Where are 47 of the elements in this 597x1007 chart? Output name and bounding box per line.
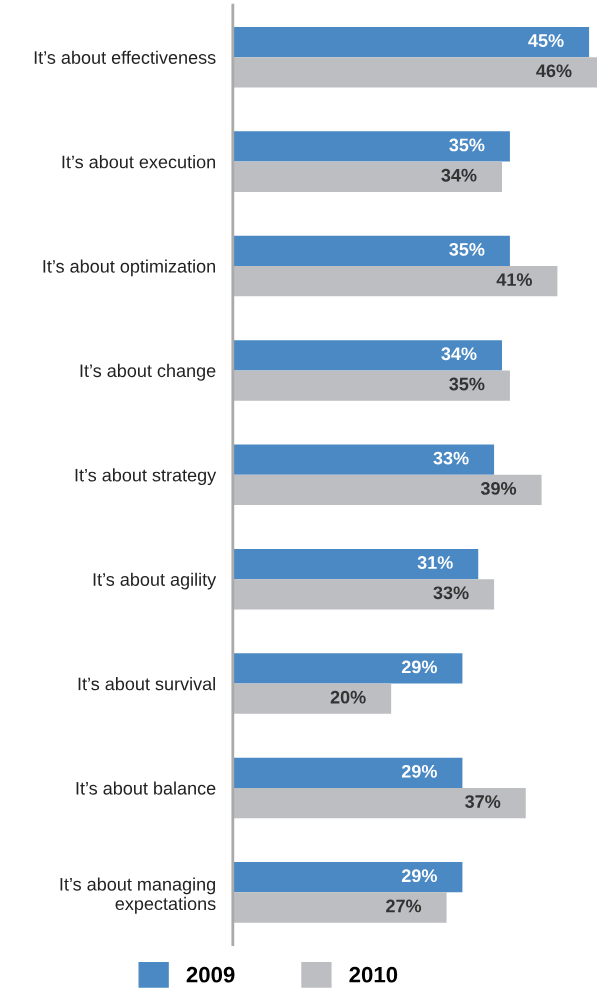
data-label: 31% <box>417 556 453 569</box>
bar <box>232 892 447 923</box>
data-label: 27% <box>386 899 422 913</box>
bar <box>232 266 558 297</box>
bar <box>232 370 510 401</box>
data-label: 29% <box>401 660 437 674</box>
y-tick-label: It’s about managing expectations <box>60 877 216 914</box>
bar <box>232 161 502 192</box>
data-label: 35% <box>449 242 485 256</box>
y-tick-label: It’s about agility <box>93 572 217 590</box>
bar <box>232 579 495 610</box>
data-label: 29% <box>401 764 437 778</box>
y-tick-label: It’s about strategy <box>75 468 217 486</box>
y-tick-label: It’s about survival <box>78 677 215 691</box>
bar <box>232 444 495 475</box>
data-label: 34% <box>441 347 477 361</box>
bar <box>232 340 502 371</box>
legend-label: 2009 <box>186 966 235 983</box>
bar <box>232 57 597 88</box>
data-label: 37% <box>465 795 501 808</box>
data-label: 46% <box>536 64 572 78</box>
bar <box>232 653 463 684</box>
bar <box>232 474 542 506</box>
y-tick-label: It’s about optimization <box>43 259 215 277</box>
data-label: 45% <box>528 34 564 47</box>
bar <box>232 787 526 819</box>
bar <box>232 26 590 58</box>
data-label: 33% <box>433 586 469 600</box>
y-tick-label: It’s about balance <box>76 781 216 795</box>
bar <box>232 862 463 893</box>
bar <box>232 235 510 267</box>
data-label: 39% <box>480 482 517 495</box>
bar <box>232 548 479 580</box>
data-label: 20% <box>330 690 366 704</box>
y-tick-label: It’s about change <box>80 363 216 381</box>
data-label: 35% <box>449 138 485 152</box>
y-tick-label: It’s about execution <box>62 155 215 169</box>
data-label: 29% <box>401 869 437 883</box>
bar <box>232 683 392 714</box>
bar <box>232 757 463 788</box>
data-label: 34% <box>441 168 477 182</box>
bar <box>232 131 510 162</box>
data-label: 41% <box>496 273 532 286</box>
data-label: 35% <box>449 377 485 391</box>
data-label: 33% <box>433 451 469 465</box>
legend-label: 2010 <box>349 966 398 983</box>
y-tick-label: It’s about effectiveness <box>34 50 216 64</box>
